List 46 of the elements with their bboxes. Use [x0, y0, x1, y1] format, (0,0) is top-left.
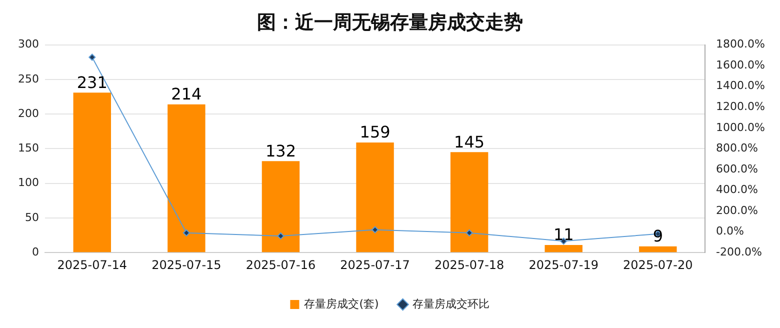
point: [88, 54, 96, 61]
point: [372, 226, 379, 234]
y-tick-label: 200: [18, 106, 39, 120]
bar: [450, 152, 488, 252]
point: [466, 229, 473, 236]
y-tick-label: 150: [18, 142, 39, 155]
y-tick-label: 250: [18, 72, 39, 86]
y-tick-label: 100: [18, 176, 39, 190]
bar: [73, 92, 111, 252]
y-tick-label: 300: [18, 38, 39, 51]
y2-tick-label: 400.0%: [716, 183, 758, 196]
bar: [356, 142, 394, 252]
y2-tick-label: 600.0%: [716, 162, 758, 176]
data-label: 132: [265, 141, 296, 160]
x-tick-label: 2025-07-15: [152, 258, 222, 272]
bar: [262, 161, 300, 252]
point: [277, 232, 284, 240]
y2-tick-label: 0.0%: [716, 224, 744, 238]
y2-tick-label: 1600.0%: [716, 58, 766, 72]
x-tick-label: 2025-07-18: [434, 258, 504, 272]
data-label: 214: [171, 84, 202, 104]
data-label: 159: [360, 122, 390, 142]
x-tick-label: 2025-07-14: [57, 258, 128, 272]
legend-label: 存量房成交环比: [412, 297, 490, 310]
y2-tick-label: 1000.0%: [716, 120, 766, 134]
x-tick-label: 2025-07-16: [246, 258, 316, 272]
point: [182, 229, 190, 236]
legend-label: 存量房成交(套): [304, 297, 379, 310]
data-label: 231: [76, 72, 108, 92]
y2-tick-label: 1400.0%: [716, 79, 766, 92]
bar: [544, 244, 582, 252]
y-tick-label: 0: [32, 245, 39, 258]
data-label: 145: [454, 132, 485, 152]
bar: [168, 104, 206, 252]
chart-title: 图：近一周无锡存量房成交走势: [257, 11, 523, 34]
x-tick-label: 2025-07-19: [528, 258, 598, 272]
y-tick-label: 50: [24, 210, 39, 224]
y2-tick-label: 200.0%: [716, 204, 758, 217]
bar: [639, 246, 677, 252]
y2-tick-label: 1200.0%: [716, 100, 766, 113]
y2-tick-label: -200.0%: [716, 245, 762, 258]
x-tick-label: 2025-07-20: [623, 258, 693, 272]
x-tick-label: 2025-07-17: [340, 258, 410, 272]
y2-tick-label: 800.0%: [716, 142, 758, 155]
y2-tick-label: 1800.0%: [716, 38, 766, 51]
data-label: 11: [553, 225, 574, 244]
